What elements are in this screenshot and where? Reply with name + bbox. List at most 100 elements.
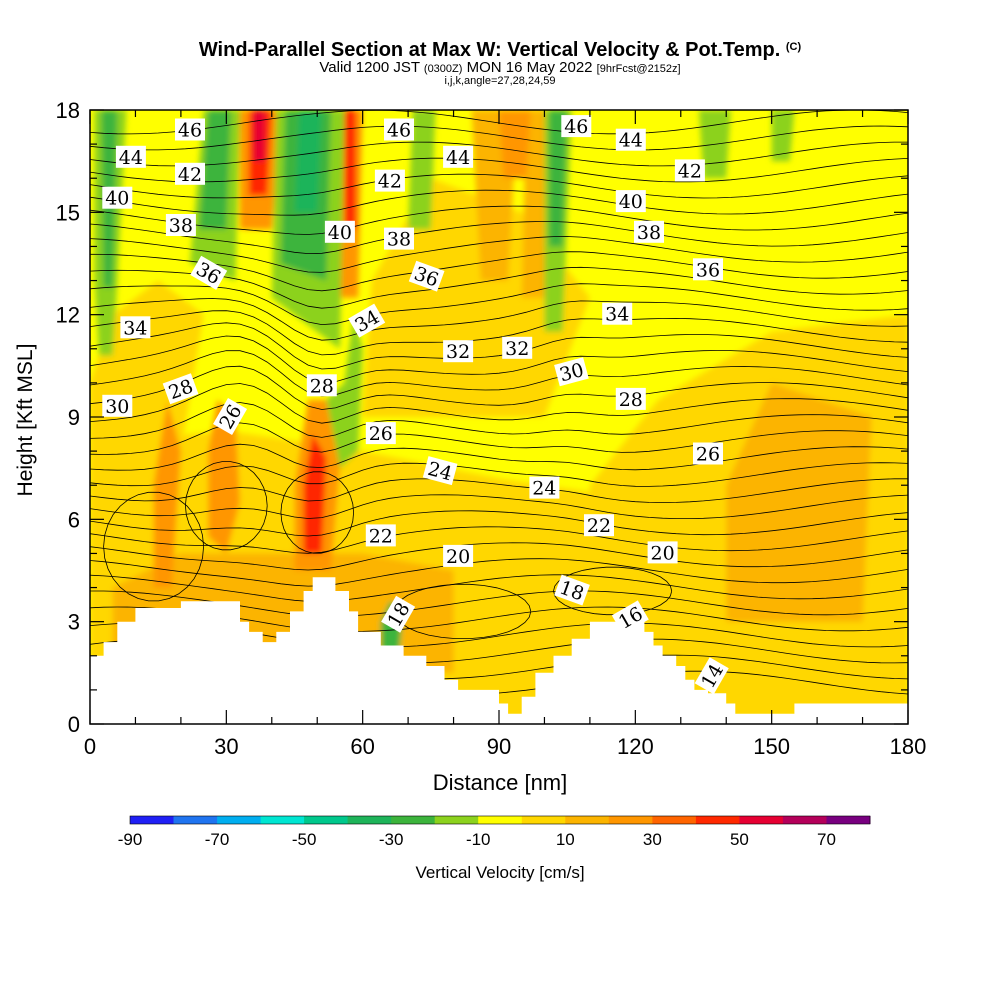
colorbar-swatch: [565, 816, 610, 824]
updraft-core-west2: [153, 399, 181, 588]
title-block: Wind-Parallel Section at Max W: Vertical…: [0, 36, 1000, 87]
isentrope-line: [90, 236, 908, 273]
contour-label-text: 22: [587, 515, 611, 537]
isentrope-line: [90, 350, 908, 397]
contour-label: 42: [374, 169, 405, 193]
contour-label-text: 44: [119, 147, 143, 169]
isentrope-line: [90, 542, 908, 571]
x-tick-label: 60: [350, 734, 374, 759]
isentrope-line: [90, 189, 908, 216]
colorbar-tick-label: -90: [118, 830, 143, 849]
contour-label: 38: [384, 227, 414, 251]
utc-time: (0300Z): [423, 63, 463, 75]
contour-label-bg: [324, 220, 355, 243]
contour-label-bg: [615, 387, 646, 410]
colorbar-swatch: [347, 816, 392, 824]
contour-label-bg: [443, 145, 474, 168]
contour-label-bg: [408, 260, 445, 292]
contour-label-text: 32: [446, 341, 470, 363]
contour-label-text: 32: [505, 338, 529, 360]
colorbar-swatch: [260, 816, 305, 824]
contour-label-bg: [365, 524, 396, 547]
x-tick-label: 30: [214, 734, 238, 759]
contour-label: 44: [443, 145, 474, 169]
contour-label: 42: [674, 159, 705, 182]
isentrope-line: [90, 205, 908, 235]
colorbar-swatch: [391, 816, 436, 824]
isentrope-line: [90, 478, 908, 504]
x-axis-label: Distance [nm]: [433, 770, 568, 795]
contour-label: 34: [602, 302, 633, 326]
contour-label-text: 34: [123, 317, 147, 339]
colorbar-tick-label: -50: [292, 830, 317, 849]
contour-label-text: 44: [619, 130, 643, 152]
colorbar-tick-label: -10: [466, 830, 491, 849]
contour-label-text: 30: [105, 396, 129, 418]
contour-label-bg: [694, 657, 729, 695]
contour-label-bg: [693, 442, 723, 465]
contour-label-text: 20: [446, 546, 470, 568]
contour-label: 46: [175, 118, 205, 142]
colorbar-tick-label: -30: [379, 830, 404, 849]
y-tick-label: 15: [56, 200, 80, 225]
valid-time: Valid 1200 JST: [319, 59, 420, 76]
contour-label: 24: [529, 476, 560, 500]
contour-label-bg: [443, 544, 474, 567]
colorbar-swatch: [304, 816, 349, 824]
downdraft-mid-b-core: [549, 110, 568, 247]
y-tick-label: 12: [56, 303, 80, 328]
colorbar-swatch: [217, 816, 262, 824]
contour-label-bg: [306, 374, 337, 397]
isentrope-line: [90, 157, 908, 183]
contour-label-text: 42: [378, 171, 402, 193]
colorbar-swatch: [478, 816, 523, 824]
colorbar: -90 -70 -50 -30 -10 10 30 50 70: [118, 815, 871, 849]
updraft-tower-3: [499, 110, 531, 179]
contour-label-bg: [674, 159, 705, 182]
colorbar-swatch: [826, 816, 871, 824]
contour-label-text: 38: [387, 229, 411, 251]
colorbar-tick-label: 30: [643, 830, 662, 849]
contour-label-bg: [348, 303, 386, 338]
contour-label-text: 46: [564, 116, 588, 138]
contour-label-bg: [615, 128, 646, 151]
contour-label-bg: [615, 190, 646, 213]
contour-label-bg: [634, 220, 664, 243]
chart-title: Wind-Parallel Section at Max W: Vertical…: [0, 36, 1000, 61]
contour-label: 38: [634, 220, 664, 244]
downdraft-mid-a: [408, 110, 436, 230]
downdraft-east-b: [771, 110, 795, 162]
colorbar-tick-label: -70: [205, 830, 230, 849]
contour-label: 28: [162, 373, 199, 405]
isentrope-line: [90, 526, 908, 554]
contour-label-text: 28: [619, 389, 643, 411]
contour-label: 22: [365, 524, 396, 547]
contour-label-text: 36: [696, 259, 720, 281]
x-tick-label: 120: [617, 734, 654, 759]
contour-label-bg: [647, 541, 678, 564]
contour-label-text: 26: [369, 423, 393, 445]
contour-label: 22: [584, 514, 614, 537]
contour-label-text: 20: [651, 542, 675, 564]
colorbar-swatch: [521, 816, 566, 824]
isentrope-line: [90, 173, 908, 199]
contour-label-text: 42: [678, 160, 702, 182]
contour-label: 46: [561, 115, 592, 138]
contour-label-bg: [529, 476, 560, 499]
contour-label-text: 28: [310, 375, 334, 397]
colorbar-tick-label: 10: [556, 830, 575, 849]
isentrope-loop: [184, 461, 268, 551]
x-tick-label: 0: [84, 734, 96, 759]
contour-label-bg: [120, 316, 151, 339]
colorbar-swatch: [695, 816, 740, 824]
isentrope-line: [90, 462, 908, 487]
isentrope-line: [90, 335, 908, 384]
updraft-tower-2-red: [344, 110, 356, 230]
y-tick-label: 0: [68, 712, 80, 737]
contour-label-text: 42: [178, 164, 202, 186]
downdraft-slant: [326, 314, 363, 469]
contour-label-text: 40: [328, 222, 352, 244]
updraft-core-main-red: [303, 434, 327, 554]
contour-label-text: 22: [369, 525, 393, 547]
